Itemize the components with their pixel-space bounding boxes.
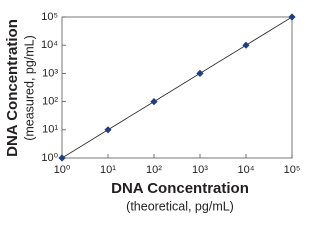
x-axis-sublabel: (theoretical, pg/mL) [126, 199, 234, 213]
data-point [104, 126, 112, 134]
x-axis-label: DNA Concentration [111, 180, 249, 197]
data-point [288, 13, 296, 21]
y-axis-sublabel: (measured, pg/mL) [22, 35, 36, 141]
x-tick-label: 10⁰ [54, 164, 71, 176]
data-point [196, 69, 204, 77]
y-tick-label: 10⁴ [41, 39, 58, 51]
y-axis-label: DNA Concentration [4, 19, 21, 157]
y-tick-label: 10⁰ [41, 152, 58, 164]
x-tick-label: 10⁵ [284, 164, 300, 176]
x-tick-label: 10¹ [100, 164, 116, 176]
y-tick-label: 10⁵ [41, 11, 58, 23]
y-tick-label: 10² [42, 96, 58, 108]
fit-line [61, 16, 293, 159]
x-tick-label: 10² [146, 164, 162, 176]
chart: DNA Concentration (theoretical, pg/mL) D… [4, 11, 300, 213]
data-point [150, 98, 158, 106]
plot-frame [61, 16, 293, 159]
data-point [58, 154, 66, 162]
x-tick-label: 10³ [192, 164, 208, 176]
data-point [242, 41, 250, 49]
x-tick-label: 10⁴ [238, 164, 255, 176]
y-tick-label: 10¹ [42, 124, 58, 136]
y-tick-label: 10³ [42, 67, 58, 79]
